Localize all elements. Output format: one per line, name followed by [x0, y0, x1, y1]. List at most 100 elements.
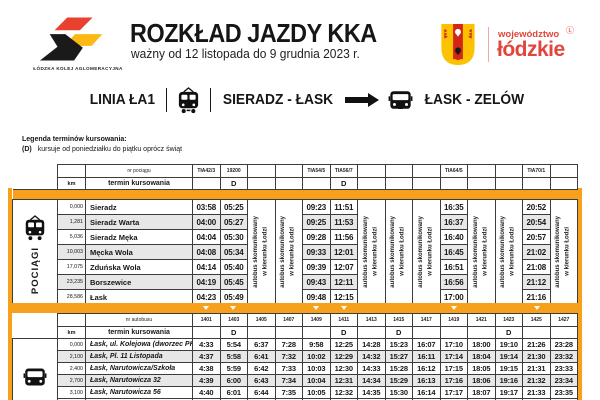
- time-cell: 7:35: [274, 386, 303, 399]
- km-value: 5,036: [57, 229, 86, 245]
- number-header-row: nr autobusu 1401 1403 1405 1407 1409 1411 1413 1…: [12, 313, 578, 327]
- time-cell: 7:28: [274, 338, 303, 351]
- station-name: Sieradz Warta: [85, 214, 193, 230]
- train-front-icon: [178, 86, 198, 113]
- train-front-icon: [25, 215, 45, 241]
- time-cell: 05:49: [219, 289, 248, 305]
- time-cell: 10:03: [302, 362, 331, 375]
- vehicle-number: 1413: [357, 313, 386, 327]
- bus-connection-note: autobus skomunikowany w kierunku Łodzi: [274, 199, 303, 305]
- time-cell: 21:26: [522, 338, 551, 351]
- station-name: Sieradz Męka: [85, 229, 193, 245]
- station-name: Łask, Narutowicza 56: [85, 386, 193, 399]
- corner-blank: [12, 313, 58, 327]
- section-icon-cell: POCIĄGI: [12, 199, 58, 305]
- time-cell: 14:33: [357, 362, 386, 375]
- termin-code: [247, 326, 276, 339]
- orange-separator: [12, 189, 578, 200]
- time-cell: 05:27: [219, 214, 248, 230]
- time-cell: 10:02: [302, 350, 331, 363]
- time-cell: 19:14: [494, 350, 523, 363]
- vehicle-number: 1405: [247, 313, 276, 327]
- time-cell: 15:23: [384, 338, 413, 351]
- time-cell: 19:15: [494, 362, 523, 375]
- km-value: 28,586: [57, 289, 86, 305]
- time-cell: 12:07: [329, 259, 358, 275]
- time-cell: 05:40: [219, 259, 248, 275]
- km-header: km: [57, 326, 86, 339]
- vehicle-number: [384, 164, 413, 178]
- bus-table: nr autobusu 1401 1403 1405 1407 1409 1411 1413 1…: [12, 313, 578, 400]
- termin-header-row: km termin kursowania D D D D: [12, 326, 578, 339]
- km-value: 0,000: [57, 199, 86, 215]
- termin-code: [247, 177, 276, 190]
- time-cell: 4:39: [192, 374, 221, 387]
- time-cell: 21:12: [522, 274, 551, 290]
- km-value: 2,400: [57, 362, 86, 375]
- vehicle-number: TłA64/5: [439, 164, 468, 178]
- region-trademark: Ⓛ: [566, 26, 574, 35]
- time-cell: 16:56: [439, 274, 468, 290]
- time-cell: 4:37: [192, 350, 221, 363]
- vehicle-number: 1409: [302, 313, 331, 327]
- time-cell: 04:19: [192, 274, 221, 290]
- station-row: 23,235 Borszewice 04:19 05:45 09:43 12:11 16:5…: [13, 274, 578, 290]
- km-value: 3,100: [57, 386, 86, 399]
- empty-header-cell: [57, 164, 86, 178]
- time-cell: 4:40: [192, 386, 221, 399]
- train-section-label: POCIĄGI: [29, 246, 41, 295]
- time-cell: 18:07: [467, 386, 496, 399]
- km-value: 17,075: [57, 259, 86, 275]
- vehicle-number: [274, 164, 303, 178]
- time-cell: 17:00: [439, 289, 468, 305]
- termin-code: [467, 326, 496, 339]
- time-cell: 17:17: [439, 386, 468, 399]
- bus-connection-note: autobus skomunikowany w kierunku Łodzi: [357, 199, 386, 305]
- cutoff-row: [13, 398, 578, 400]
- km-value: 1,281: [57, 214, 86, 230]
- termin-code: [357, 177, 386, 190]
- time-cell: 12:29: [329, 350, 358, 363]
- station-name: Łask, Pl. 11 Listopada: [85, 350, 193, 363]
- station-name: Łask, Narutowicza 32: [85, 374, 193, 387]
- bus-segment-label: ŁASK - ZELÓW: [424, 92, 524, 108]
- down-arrow-icon: [313, 306, 320, 310]
- region-name-small: województwo: [498, 29, 560, 40]
- termin-code: D: [219, 177, 248, 190]
- station-row: 3,100 Łask, Narutowicza 56 4:40 6:01 6:44 7:3…: [13, 386, 578, 399]
- station-row: 28,586 Łask 04:23 05:49 09:48 12:15 17:00 21:16: [13, 289, 578, 305]
- time-cell: 18:00: [467, 338, 496, 351]
- time-cell: 05:30: [219, 229, 248, 245]
- time-cell: 6:44: [247, 386, 276, 399]
- bus-connection-note: autobus skomunikowany w kierunku Łodzi: [494, 199, 523, 305]
- time-cell: 15:28: [384, 362, 413, 375]
- time-cell: 23:33: [549, 362, 578, 375]
- termin-code: [192, 326, 221, 339]
- orange-frame-left: [8, 188, 12, 400]
- lka-logo-caption: ŁÓDZKA KOLEJ AGLOMERACYJNA: [33, 66, 123, 71]
- time-cell: 9:58: [302, 338, 331, 351]
- time-cell: 15:27: [384, 350, 413, 363]
- vehicle-number: [467, 164, 496, 178]
- time-cell: 7:33: [274, 362, 303, 375]
- time-cell: 12:11: [329, 274, 358, 290]
- time-cell: 09:39: [302, 259, 331, 275]
- termin-code: D: [384, 326, 413, 339]
- vehicle-number: TłA42/3: [192, 164, 221, 178]
- time-cell: 14:35: [357, 386, 386, 399]
- vehicle-number: 1423: [494, 313, 523, 327]
- km-value: 2,700: [57, 374, 86, 387]
- time-cell: 23:34: [549, 374, 578, 387]
- time-cell: 21:30: [522, 350, 551, 363]
- vehicle-number: 1421: [467, 313, 496, 327]
- time-cell: 11:53: [329, 214, 358, 230]
- time-cell: 21:02: [522, 244, 551, 260]
- vehicle-number: 1411: [329, 313, 358, 327]
- time-cell: 17:16: [439, 374, 468, 387]
- termin-code: D: [329, 177, 358, 190]
- time-cell: 17:15: [439, 362, 468, 375]
- termin-code: [467, 177, 496, 190]
- line-banner: LINIA ŁA1 SIERADZ - ŁASK ŁASK - ZELÓW: [88, 85, 526, 115]
- time-cell: 16:45: [439, 244, 468, 260]
